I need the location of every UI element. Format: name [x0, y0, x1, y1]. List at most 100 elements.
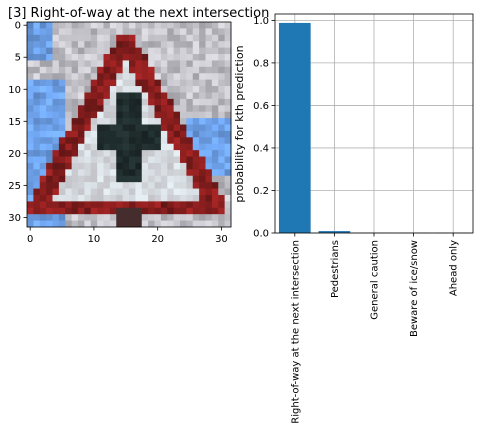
image-pixel — [154, 98, 162, 106]
image-pixel — [84, 105, 92, 113]
image-pixel — [173, 118, 181, 125]
image-pixel — [52, 98, 60, 106]
image-pixel — [192, 150, 200, 157]
image-pixel — [71, 124, 79, 132]
image-pixel — [224, 54, 232, 61]
image-pixel — [46, 28, 53, 36]
image-pixel — [192, 105, 200, 113]
image-pixel — [192, 118, 200, 125]
image-pixel — [27, 92, 34, 100]
image-pixel — [154, 162, 162, 170]
image-pixel — [173, 111, 181, 119]
image-pixel — [180, 118, 187, 125]
image-pixel — [116, 92, 124, 100]
image-pixel — [211, 150, 219, 157]
image-pixel — [33, 130, 41, 138]
image-pixel — [141, 73, 149, 81]
image-pixel — [78, 182, 85, 189]
image-pixel — [211, 79, 219, 87]
image-pixel — [148, 47, 155, 55]
image-pixel — [211, 182, 219, 189]
image-pixel — [173, 34, 181, 42]
image-pixel — [78, 28, 85, 36]
image-pixel — [211, 137, 219, 145]
image-pixel — [186, 169, 194, 177]
image-pixel — [135, 169, 143, 177]
image-pixel — [78, 54, 85, 61]
image-pixel — [218, 66, 226, 74]
image-pixel — [160, 66, 168, 74]
image-pixel — [129, 22, 136, 29]
image-pixel — [39, 130, 47, 138]
image-pixel — [129, 41, 136, 49]
image-pixel — [192, 137, 200, 145]
image-pixel — [116, 22, 124, 29]
image-pixel — [78, 98, 85, 106]
image-pixel — [122, 47, 130, 55]
image-pixel — [52, 137, 60, 145]
image-pixel — [71, 175, 79, 183]
image-pixel — [135, 98, 143, 106]
image-pixel — [199, 92, 206, 100]
image-pixel — [205, 182, 213, 189]
image-pixel — [141, 162, 149, 170]
image-pixel — [173, 188, 181, 196]
image-pixel — [160, 79, 168, 87]
image-pixel — [205, 41, 213, 49]
image-pixel — [46, 220, 53, 228]
image-pixel — [218, 124, 226, 132]
image-pixel — [148, 130, 155, 138]
image-pixel — [199, 175, 206, 183]
image-pixel — [122, 92, 130, 100]
image-pixel — [180, 28, 187, 36]
image-pixel — [103, 182, 111, 189]
image-pixel — [103, 162, 111, 170]
image-pixel — [224, 207, 232, 215]
image-pixel — [186, 150, 194, 157]
image-pixel — [199, 54, 206, 61]
image-pixel — [78, 111, 85, 119]
image-pixel — [218, 28, 226, 36]
image-pixel — [199, 194, 206, 202]
image-pixel — [84, 156, 92, 164]
image-pixel — [52, 150, 60, 157]
image-pixel — [167, 54, 175, 61]
image-pixel — [33, 118, 41, 125]
image-pixel — [211, 143, 219, 151]
image-pixel — [173, 92, 181, 100]
image-pixel — [39, 188, 47, 196]
image-pixel — [211, 118, 219, 125]
image-pixel — [122, 156, 130, 164]
image-pixel — [211, 162, 219, 170]
image-pixel — [199, 150, 206, 157]
image-pixel — [71, 214, 79, 221]
image-pixel — [199, 105, 206, 113]
image-pixel — [180, 98, 187, 106]
image-pixel — [186, 182, 194, 189]
image-pixel — [27, 150, 34, 157]
image-pixel — [211, 130, 219, 138]
image-pixel — [141, 79, 149, 87]
image-pixel — [103, 169, 111, 177]
image-pixel — [71, 130, 79, 138]
image-pixel — [160, 207, 168, 215]
image-pixel — [27, 41, 34, 49]
image-pixel — [78, 34, 85, 42]
image-pixel — [160, 41, 168, 49]
image-pixel — [135, 194, 143, 202]
image-pixel — [109, 79, 117, 87]
image-pixel — [211, 214, 219, 221]
image-pixel — [192, 214, 200, 221]
image-pixel — [109, 28, 117, 36]
image-pixel — [205, 22, 213, 29]
image-pixel — [129, 182, 136, 189]
image-pixel — [211, 92, 219, 100]
image-pixel — [33, 41, 41, 49]
image-pixel — [103, 105, 111, 113]
image-pixel — [186, 41, 194, 49]
image-pixel — [116, 169, 124, 177]
image-pixel — [160, 124, 168, 132]
image-pixel — [122, 41, 130, 49]
image-pixel — [224, 143, 232, 151]
image-pixel — [109, 118, 117, 125]
